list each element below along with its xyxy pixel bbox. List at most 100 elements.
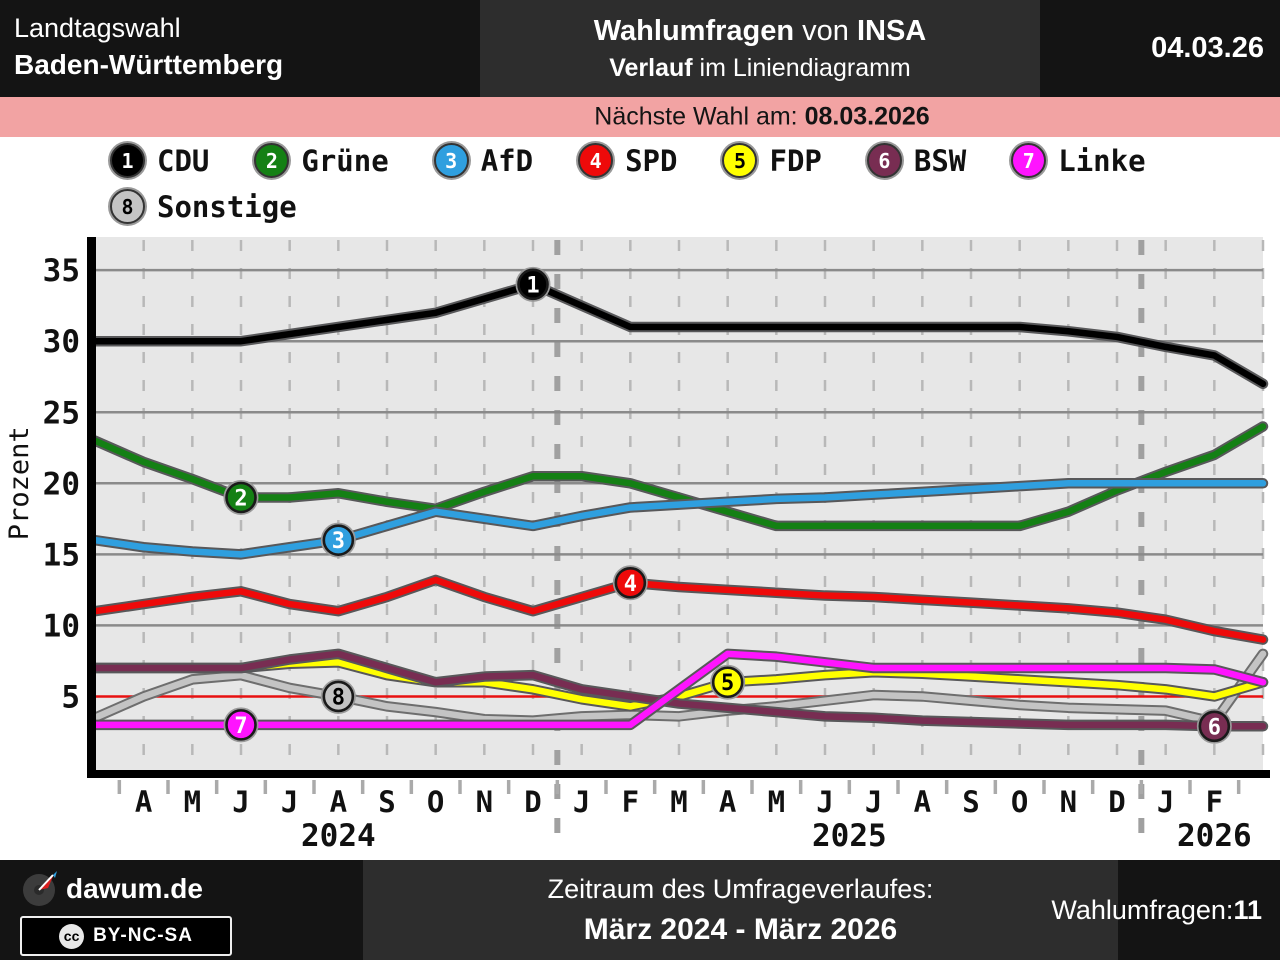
y-tick-label-25: 25 [43,395,80,431]
svg-text:8: 8 [332,685,345,710]
legend-marker-gruene: 2 [254,143,290,178]
svg-text:6: 6 [1208,715,1221,740]
series-marker-bsw: 6 [1196,708,1232,744]
month-label: A [719,785,736,819]
legend-marker-afd: 3 [433,143,469,178]
month-label: A [135,785,152,819]
y-tick-label-30: 30 [43,324,80,360]
month-label: O [1011,785,1028,819]
legend-label-afd: AfD [480,143,534,178]
footer-brand-block: dawum.de cc BY-NC-SA [20,870,232,956]
legend-marker-linke: 7 [1011,143,1047,178]
month-label: J [816,785,833,819]
month-label: J [573,785,590,819]
series-line-afd [91,480,1267,558]
y-tick-label-10: 10 [43,608,80,644]
legend-row: 8 Sonstige [110,189,1210,224]
legend-item-bsw: 6 BSW [866,143,967,178]
month-label: M [184,785,201,819]
next-election-date: 08.03.2026 [804,102,930,131]
series-line-sonstige [91,650,1267,726]
series-line-gruene [91,423,1267,530]
month-label: F [622,785,639,819]
svg-text:1: 1 [526,273,539,298]
legend-item-fdp: 5 FDP [722,143,822,178]
y-tick-label-20: 20 [43,466,80,502]
next-election-banner: Nächste Wahl am: 08.03.2026 [0,97,1280,137]
chart-title: Wahlumfragen von INSA [594,15,927,48]
election-region: Baden-Württemberg [14,49,284,81]
series-marker-linke: 7 [223,707,259,743]
series-marker-fdp: 5 [710,664,746,700]
election-type: Landtagswahl [14,13,181,43]
svg-text:7: 7 [234,714,247,739]
series-spd [89,574,1269,645]
month-label: S [378,785,395,819]
cc-license-badge: cc BY-NC-SA [20,916,232,956]
chart-subtitle: Verlauf im Liniendiagramm [609,54,911,83]
series-bsw [89,648,1269,732]
series-line-spd [91,576,1267,643]
x-axis-bar [87,770,1270,778]
legend-label-gruene: Grüne [301,143,389,178]
year-label-2026: 2026 [1177,818,1252,854]
legend-label-bsw: BSW [913,143,967,178]
next-election-text: Nächste Wahl am: 08.03.2026 [594,103,929,132]
svg-text:2: 2 [234,487,247,512]
series-line-cdu [91,281,1267,388]
series-linke [89,648,1269,731]
legend-item-cdu: 1 CDU [110,143,209,178]
legend-marker-fdp: 5 [722,143,758,178]
series-marker-sonstige: 8 [320,678,356,714]
header-bar: Landtagswahl Baden-Württemberg Wahlumfra… [0,0,1280,97]
legend-label-linke: Linke [1058,143,1146,178]
year-label-2024: 2024 [301,818,376,854]
svg-text:4: 4 [624,572,637,597]
legend-label-spd: SPD [625,143,678,178]
legend-item-linke: 7 Linke [1011,143,1146,178]
series-marker-afd: 3 [320,522,356,558]
period-caption: Zeitraum des Umfrageverlaufes: [547,873,934,904]
legend-marker-spd: 4 [578,143,614,178]
poll-count: Wahlumfragen: 11 [1051,860,1262,960]
legend-item-gruene: 2 Grüne [254,143,389,178]
series-marker-cdu: 1 [515,266,551,302]
series-afd [89,478,1269,560]
footer-bar: dawum.de cc BY-NC-SA Zeitraum des Umfrag… [0,860,1280,960]
series-gruene [89,421,1269,532]
series-line-linke [91,650,1267,729]
legend-marker-cdu: 1 [110,143,145,178]
legend-item-sonstige: 8 Sonstige [110,189,297,224]
chart-subtitle-bold: Verlauf [609,53,693,82]
chart-title-mid: von [794,14,857,47]
chart-title-bold: Wahlumfragen [593,14,795,47]
institute-name: INSA [856,14,927,47]
month-label: F [1206,785,1223,819]
publication-date: 04.03.26 [1151,32,1264,64]
y-tick-label-5: 5 [61,679,80,715]
month-label: D [1108,785,1125,819]
series-cdu [89,279,1269,390]
y-tick-label-35: 35 [43,253,80,289]
legend-label-cdu: CDU [157,143,210,178]
series-sonstige [89,648,1269,728]
legend-marker-sonstige: 8 [110,189,145,224]
legend-marker-bsw: 6 [866,143,902,178]
poll-count-value: 11 [1233,894,1262,925]
svg-text:3: 3 [332,529,345,554]
period-range: März 2024 - März 2026 [583,912,898,946]
month-label: A [914,785,931,819]
y-axis-bar [87,237,96,778]
svg-text:5: 5 [721,671,734,696]
month-label: N [476,785,493,819]
legend-row: 1 CDU 2 Grüne 3 AfD 4 SPD 5 FDP 6 BSW 7 Linke [110,143,1210,178]
month-label: O [427,785,444,819]
y-axis-label: Prozent [4,426,35,540]
month-label: J [1157,785,1174,819]
y-tick-label-15: 15 [43,537,80,573]
legend-label-fdp: FDP [769,143,822,178]
year-label-2025: 2025 [812,818,887,854]
month-label: A [330,785,347,819]
month-label: M [768,785,785,819]
